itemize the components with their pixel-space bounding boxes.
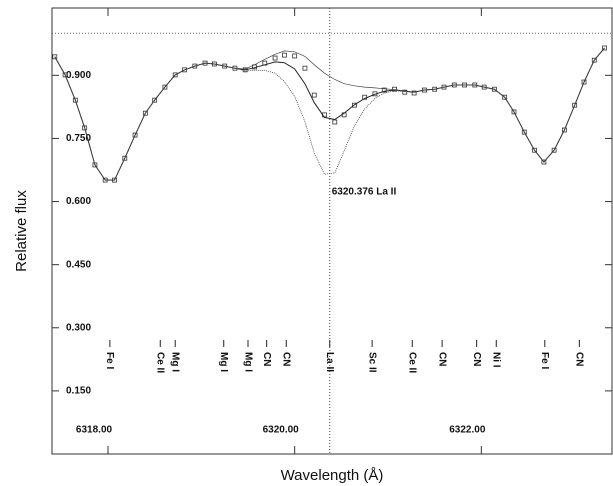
- data-point: [52, 54, 58, 60]
- data-point: [92, 162, 98, 168]
- x-tick-label: 6322.00: [449, 425, 486, 436]
- line-id-label: CN: [281, 352, 292, 366]
- line-id-label: CN: [574, 352, 585, 366]
- model-line: [54, 47, 605, 181]
- data-point: [332, 119, 338, 125]
- line-id-label: Mg I: [218, 352, 229, 372]
- y-tick-label: 0.300: [66, 322, 91, 333]
- data-point: [311, 92, 317, 98]
- line-id-label: Ce II: [155, 352, 166, 373]
- data-point: [551, 147, 557, 153]
- x-axis-title: Wavelength (Å): [281, 467, 384, 484]
- data-point: [572, 102, 578, 108]
- data-point: [402, 89, 408, 95]
- model-line: [54, 47, 605, 181]
- data-point: [172, 72, 178, 78]
- data-point: [192, 63, 198, 69]
- y-tick-label: 0.600: [66, 196, 91, 207]
- data-point: [152, 97, 158, 103]
- line-id-label: Sc II: [366, 352, 377, 373]
- data-point: [521, 129, 527, 135]
- y-tick-label: 0.150: [66, 386, 91, 397]
- data-point: [381, 87, 387, 93]
- data-point: [541, 159, 547, 165]
- x-tick-label: 6318.00: [76, 425, 113, 436]
- data-point: [411, 90, 417, 96]
- line-id-label: CN: [471, 352, 482, 366]
- data-point: [281, 52, 287, 58]
- y-tick-label: 0.750: [66, 133, 91, 144]
- data-point: [62, 72, 68, 78]
- line-id-label: La II: [324, 352, 335, 372]
- data-point: [602, 45, 607, 51]
- x-tick-label: 6320.00: [263, 425, 300, 436]
- y-tick-label: 0.900: [66, 70, 91, 81]
- data-point: [292, 53, 298, 59]
- line-id-label: Mg I: [242, 352, 253, 372]
- y-axis-title: Relative flux: [13, 190, 30, 272]
- data-point: [351, 102, 357, 108]
- data-point: [562, 127, 567, 133]
- data-point: [162, 84, 168, 90]
- line-id-label: CN: [436, 352, 447, 366]
- data-point: [122, 155, 128, 161]
- data-point: [82, 125, 88, 131]
- plot-frame: [51, 7, 613, 455]
- line-id-label: Fe I: [104, 352, 115, 369]
- line-id-label: Ni I: [491, 352, 502, 368]
- line-id-label: Fe I: [539, 352, 550, 369]
- y-tick-label: 0.450: [66, 259, 91, 270]
- data-point: [142, 110, 148, 116]
- data-point: [182, 67, 187, 73]
- data-point: [72, 97, 78, 103]
- data-point: [511, 109, 517, 115]
- line-id-label: CN: [261, 352, 272, 366]
- model-line: [54, 47, 605, 181]
- data-point: [272, 55, 278, 61]
- line-id-label: Mg I: [170, 352, 181, 372]
- data-point: [502, 94, 508, 100]
- data-point: [581, 79, 587, 85]
- data-point: [591, 57, 597, 63]
- line-id-label: Ce II: [407, 352, 418, 373]
- marker-label: 6320.376 La II: [332, 187, 397, 198]
- data-point: [302, 65, 308, 71]
- data-point: [532, 147, 537, 153]
- data-point: [132, 132, 138, 138]
